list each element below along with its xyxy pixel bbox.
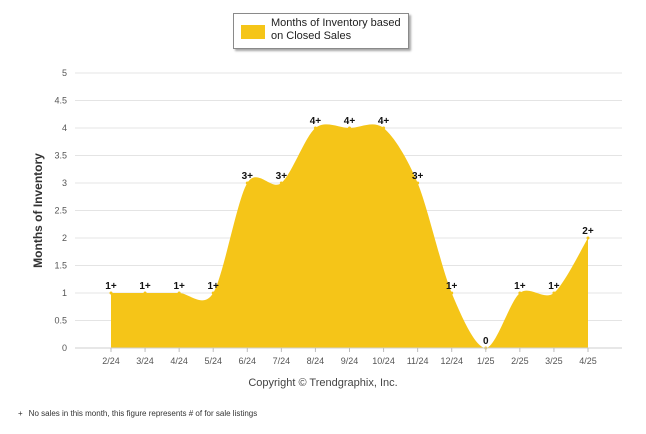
y-tick-label: 3 <box>62 178 67 188</box>
data-point <box>518 291 522 295</box>
footnote: + No sales in this month, this figure rep… <box>18 409 257 418</box>
data-point <box>211 291 215 295</box>
data-label: 2+ <box>582 226 594 237</box>
y-tick-label: 4 <box>62 123 67 133</box>
x-tick-label: 4/24 <box>170 356 188 366</box>
x-tick-label: 2/25 <box>511 356 529 366</box>
y-tick-label: 0.5 <box>54 316 67 326</box>
data-label: 1+ <box>548 281 560 292</box>
legend-label: Months of Inventory based on Closed Sale… <box>271 17 401 42</box>
data-label: 1+ <box>173 281 185 292</box>
data-point <box>552 291 556 295</box>
data-label: 1+ <box>514 281 526 292</box>
data-label: 1+ <box>105 281 117 292</box>
data-label: 1+ <box>446 281 458 292</box>
data-label: 1+ <box>208 281 220 292</box>
data-label: 4+ <box>310 116 322 127</box>
data-point <box>313 126 317 130</box>
y-tick-label: 1 <box>62 288 67 298</box>
data-label: 1+ <box>139 281 151 292</box>
data-point <box>586 236 590 240</box>
data-label: 0 <box>483 336 489 347</box>
legend: Months of Inventory based on Closed Sale… <box>233 13 409 49</box>
data-point <box>143 291 147 295</box>
x-tick-label: 1/25 <box>477 356 495 366</box>
footnote-text: No sales in this month, this figure repr… <box>28 409 258 418</box>
data-label: 4+ <box>344 116 356 127</box>
x-tick-label: 7/24 <box>273 356 291 366</box>
y-tick-label: 4.5 <box>54 96 67 106</box>
y-tick-label: 2.5 <box>54 206 67 216</box>
data-point <box>177 291 181 295</box>
label-layer: 1+ 1+ 1+ 1+ 3+ 3+ 4+ 4+ 4+ 3+ 1+ 0 1+ 1+ 2+ <box>105 116 594 347</box>
data-label: 4+ <box>378 116 390 127</box>
x-tick-label: 10/24 <box>372 356 395 366</box>
data-point <box>450 291 454 295</box>
data-point <box>348 126 351 130</box>
data-point <box>382 126 386 130</box>
x-tick-label: 6/24 <box>239 356 257 366</box>
x-tick-label: 11/24 <box>407 356 429 366</box>
x-tick-label: 8/24 <box>307 356 325 366</box>
x-tick-label: 9/24 <box>341 356 359 366</box>
footnote-mark: + <box>18 409 23 418</box>
series-area <box>111 124 588 348</box>
x-tick-label: 3/25 <box>545 356 563 366</box>
x-tick-label: 5/24 <box>204 356 222 366</box>
x-tick-label: 3/24 <box>136 356 154 366</box>
copyright-text: Copyright © Trendgraphix, Inc. <box>248 377 398 389</box>
y-tick-label: 1.5 <box>54 261 67 271</box>
data-point <box>245 181 249 185</box>
y-tick-label: 3.5 <box>54 151 67 161</box>
data-label: 3+ <box>242 171 254 182</box>
legend-swatch <box>241 25 265 39</box>
x-tick-label: 2/24 <box>102 356 120 366</box>
x-tick-label: 4/25 <box>579 356 597 366</box>
x-tick-label: 12/24 <box>440 356 463 366</box>
data-point <box>279 181 283 185</box>
y-tick-label: 0 <box>62 343 67 353</box>
axis-layer: 0 0.5 1 1.5 2 2.5 3 3.5 4 4.5 5 2/24 3/24 4/24 5/24 6/2… <box>31 68 622 366</box>
area-layer <box>109 124 590 350</box>
y-axis-title: Months of Inventory <box>31 153 45 268</box>
y-tick-label: 5 <box>62 68 67 78</box>
data-label: 3+ <box>412 171 424 182</box>
data-point <box>416 181 420 185</box>
data-label: 3+ <box>276 171 288 182</box>
y-tick-label: 2 <box>62 233 67 243</box>
data-point <box>109 291 113 295</box>
